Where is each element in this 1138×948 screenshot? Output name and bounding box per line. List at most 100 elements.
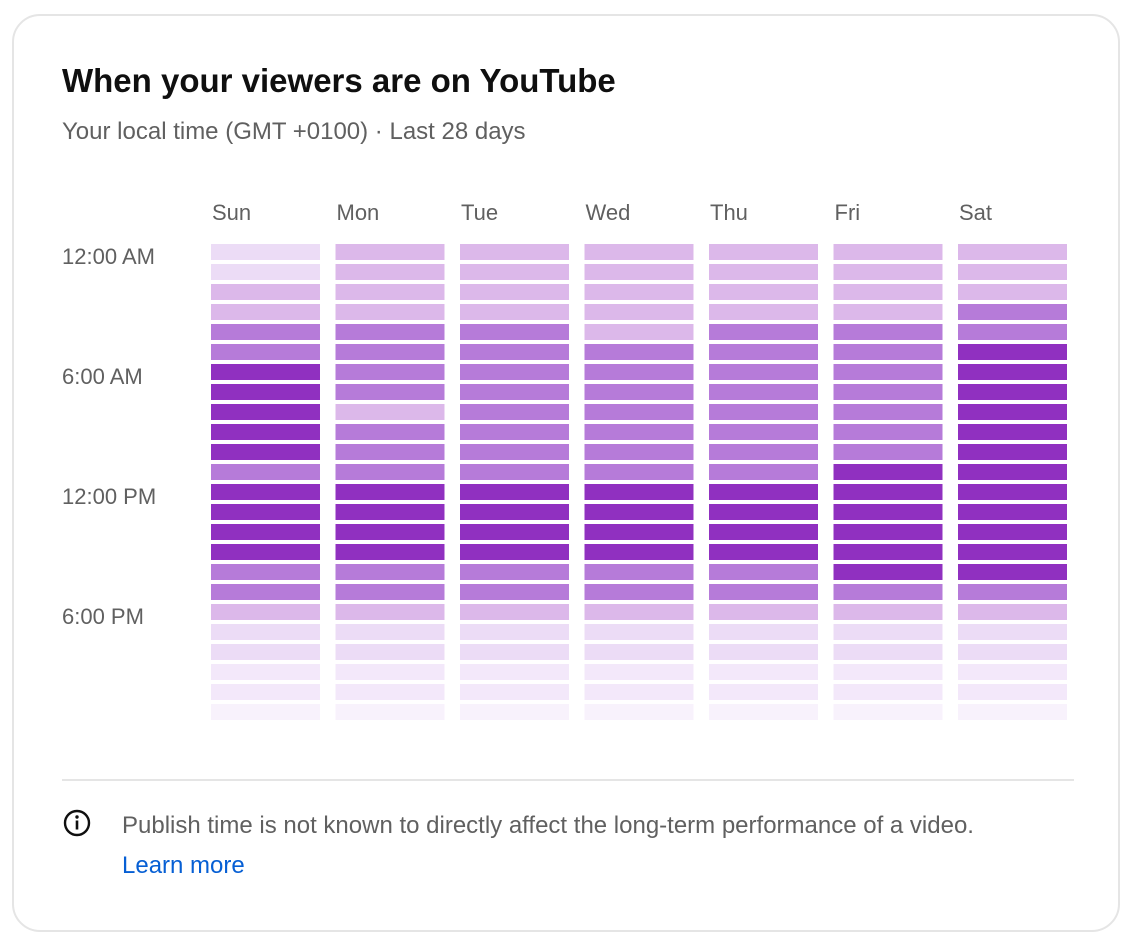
heatmap-cell-sun-4[interactable] [211, 324, 320, 340]
heatmap-cell-thu-0[interactable] [709, 244, 818, 260]
heatmap-cell-wed-9[interactable] [584, 424, 694, 440]
heatmap-cell-tue-14[interactable] [460, 524, 569, 540]
heatmap-cell-mon-17[interactable] [335, 584, 445, 600]
heatmap-cell-tue-5[interactable] [460, 344, 569, 360]
heatmap-cell-tue-1[interactable] [460, 264, 569, 280]
heatmap-cell-mon-8[interactable] [335, 404, 445, 420]
heatmap-cell-fri-1[interactable] [833, 264, 943, 280]
heatmap-cell-wed-17[interactable] [584, 584, 694, 600]
heatmap-cell-tue-21[interactable] [460, 664, 569, 680]
heatmap-cell-mon-14[interactable] [335, 524, 445, 540]
heatmap-cell-sat-19[interactable] [958, 624, 1067, 640]
heatmap-cell-fri-13[interactable] [833, 504, 943, 520]
heatmap-cell-fri-0[interactable] [833, 244, 943, 260]
heatmap-cell-sun-17[interactable] [211, 584, 320, 600]
heatmap-cell-sat-21[interactable] [958, 664, 1067, 680]
heatmap-cell-tue-7[interactable] [460, 384, 569, 400]
heatmap-cell-sun-21[interactable] [211, 664, 320, 680]
heatmap-cell-thu-21[interactable] [709, 664, 818, 680]
heatmap-cell-mon-7[interactable] [335, 384, 445, 400]
heatmap-cell-thu-1[interactable] [709, 264, 818, 280]
heatmap-cell-fri-15[interactable] [833, 544, 943, 560]
heatmap-cell-tue-10[interactable] [460, 444, 569, 460]
heatmap-cell-thu-17[interactable] [709, 584, 818, 600]
heatmap-cell-fri-22[interactable] [833, 684, 943, 700]
heatmap-cell-thu-8[interactable] [709, 404, 818, 420]
heatmap-cell-thu-9[interactable] [709, 424, 818, 440]
heatmap-cell-sat-9[interactable] [958, 424, 1067, 440]
heatmap-cell-thu-22[interactable] [709, 684, 818, 700]
heatmap-cell-mon-9[interactable] [335, 424, 445, 440]
heatmap-cell-sat-5[interactable] [958, 344, 1067, 360]
heatmap-cell-wed-1[interactable] [584, 264, 694, 280]
heatmap-cell-wed-5[interactable] [584, 344, 694, 360]
heatmap-cell-fri-7[interactable] [833, 384, 943, 400]
heatmap-cell-thu-3[interactable] [709, 304, 818, 320]
heatmap-cell-wed-18[interactable] [584, 604, 694, 620]
heatmap-cell-fri-12[interactable] [833, 484, 943, 500]
heatmap-cell-thu-5[interactable] [709, 344, 818, 360]
heatmap-cell-fri-11[interactable] [833, 464, 943, 480]
heatmap-cell-sun-3[interactable] [211, 304, 320, 320]
heatmap-cell-tue-23[interactable] [460, 704, 569, 720]
heatmap-cell-sat-7[interactable] [958, 384, 1067, 400]
heatmap-cell-thu-12[interactable] [709, 484, 818, 500]
heatmap-cell-tue-3[interactable] [460, 304, 569, 320]
heatmap-cell-mon-21[interactable] [335, 664, 445, 680]
heatmap-cell-thu-13[interactable] [709, 504, 818, 520]
heatmap-cell-wed-20[interactable] [584, 644, 694, 660]
heatmap-cell-thu-19[interactable] [709, 624, 818, 640]
heatmap-cell-fri-5[interactable] [833, 344, 943, 360]
heatmap-cell-sat-20[interactable] [958, 644, 1067, 660]
heatmap-cell-sat-12[interactable] [958, 484, 1067, 500]
heatmap-cell-mon-15[interactable] [335, 544, 445, 560]
heatmap-cell-sat-13[interactable] [958, 504, 1067, 520]
heatmap-cell-wed-11[interactable] [584, 464, 694, 480]
heatmap-cell-thu-15[interactable] [709, 544, 818, 560]
heatmap-cell-mon-6[interactable] [335, 364, 445, 380]
heatmap-cell-mon-1[interactable] [335, 264, 445, 280]
heatmap-cell-thu-6[interactable] [709, 364, 818, 380]
heatmap-cell-fri-16[interactable] [833, 564, 943, 580]
heatmap-cell-fri-20[interactable] [833, 644, 943, 660]
heatmap-cell-sat-14[interactable] [958, 524, 1067, 540]
heatmap-cell-wed-22[interactable] [584, 684, 694, 700]
heatmap-cell-thu-2[interactable] [709, 284, 818, 300]
heatmap-cell-mon-10[interactable] [335, 444, 445, 460]
heatmap-cell-sun-6[interactable] [211, 364, 320, 380]
heatmap-cell-sun-9[interactable] [211, 424, 320, 440]
heatmap-cell-sun-15[interactable] [211, 544, 320, 560]
heatmap-cell-sun-11[interactable] [211, 464, 320, 480]
heatmap-cell-wed-14[interactable] [584, 524, 694, 540]
heatmap-cell-tue-15[interactable] [460, 544, 569, 560]
heatmap-cell-wed-6[interactable] [584, 364, 694, 380]
heatmap-cell-wed-3[interactable] [584, 304, 694, 320]
heatmap-cell-wed-21[interactable] [584, 664, 694, 680]
heatmap-cell-tue-6[interactable] [460, 364, 569, 380]
heatmap-cell-mon-20[interactable] [335, 644, 445, 660]
heatmap-cell-mon-0[interactable] [335, 244, 445, 260]
heatmap-cell-thu-23[interactable] [709, 704, 818, 720]
heatmap-cell-fri-9[interactable] [833, 424, 943, 440]
heatmap-cell-wed-13[interactable] [584, 504, 694, 520]
heatmap-cell-tue-8[interactable] [460, 404, 569, 420]
heatmap-cell-sat-0[interactable] [958, 244, 1067, 260]
heatmap-cell-sun-22[interactable] [211, 684, 320, 700]
heatmap-cell-tue-16[interactable] [460, 564, 569, 580]
heatmap-cell-sun-5[interactable] [211, 344, 320, 360]
heatmap-cell-thu-18[interactable] [709, 604, 818, 620]
heatmap-cell-mon-19[interactable] [335, 624, 445, 640]
heatmap-cell-sat-15[interactable] [958, 544, 1067, 560]
heatmap-cell-tue-13[interactable] [460, 504, 569, 520]
heatmap-cell-tue-9[interactable] [460, 424, 569, 440]
heatmap-cell-sun-19[interactable] [211, 624, 320, 640]
heatmap-cell-sun-20[interactable] [211, 644, 320, 660]
heatmap-cell-tue-19[interactable] [460, 624, 569, 640]
heatmap-cell-sat-10[interactable] [958, 444, 1067, 460]
heatmap-cell-sat-17[interactable] [958, 584, 1067, 600]
learn-more-link[interactable]: Learn more [122, 852, 245, 879]
heatmap-cell-sun-12[interactable] [211, 484, 320, 500]
heatmap-cell-fri-4[interactable] [833, 324, 943, 340]
heatmap-cell-sun-10[interactable] [211, 444, 320, 460]
heatmap-cell-thu-16[interactable] [709, 564, 818, 580]
